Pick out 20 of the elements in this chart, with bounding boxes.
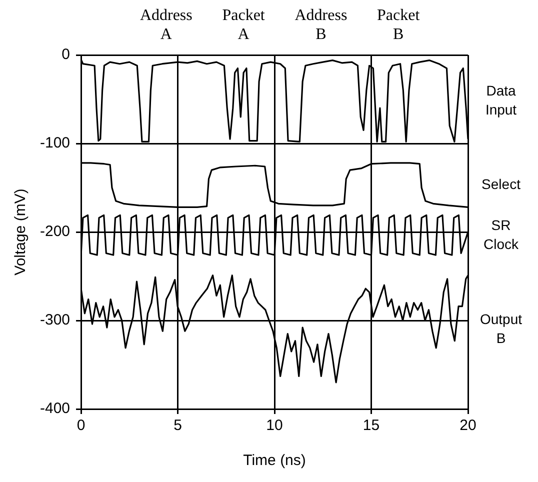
series-label: Output B	[480, 310, 522, 346]
text: Address A	[140, 7, 192, 43]
y-tick-label: -400	[40, 400, 70, 418]
x-tick-label: 10	[266, 417, 283, 434]
x-tick-label: 15	[362, 417, 380, 434]
y-tick-label: -100	[40, 134, 70, 152]
series-label: SR Clock	[483, 216, 520, 252]
text: Packet B	[377, 7, 420, 43]
series-label: Data Input	[485, 82, 517, 118]
y-tick-label: 0	[62, 46, 70, 64]
x-tick-label: 0	[76, 417, 86, 434]
y-tick-label: -300	[40, 312, 70, 329]
text: Packet A	[222, 7, 266, 43]
x-tick-label: 20	[460, 417, 476, 434]
text: Address B	[294, 7, 348, 43]
y-tick-label: -200	[40, 223, 70, 240]
y-axis-title: Voltage (mV)	[12, 188, 30, 276]
x-tick-label: 5	[174, 417, 182, 434]
series-label: Select	[482, 176, 521, 192]
x-axis-title: Time (ns)	[243, 452, 306, 470]
